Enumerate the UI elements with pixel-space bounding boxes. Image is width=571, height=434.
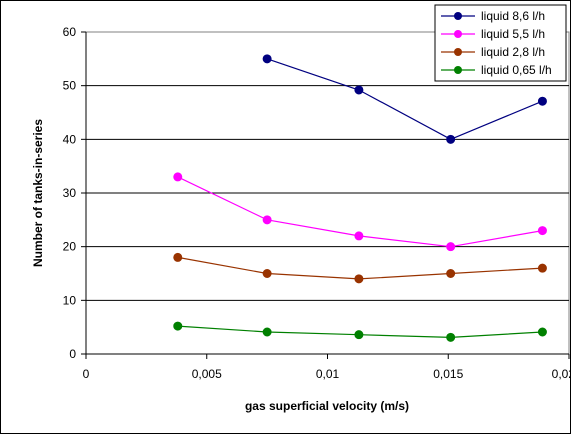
series-2 — [173, 172, 547, 252]
legend-entry-1: liquid 8,6 l/h — [441, 9, 545, 23]
data-point — [537, 327, 547, 337]
data-point — [262, 327, 272, 337]
legend-entry-2: liquid 5,5 l/h — [441, 27, 545, 41]
data-point — [537, 226, 547, 236]
legend-label: liquid 8,6 l/h — [481, 9, 545, 23]
y-tick-label: 30 — [63, 186, 77, 200]
legend-label: liquid 2,8 l/h — [481, 45, 545, 59]
legend: liquid 8,6 l/h liquid 5,5 l/h liquid 2,8 l… — [434, 4, 567, 82]
series-line — [266, 58, 543, 140]
legend-entry-4: liquid 0,65 l/h — [441, 63, 552, 77]
series-layer — [173, 54, 547, 342]
y-axis-title: Number of tanks-in-series — [31, 119, 45, 267]
y-tick-label: 40 — [63, 132, 77, 146]
series-3 — [173, 252, 547, 284]
y-tick-label: 60 — [63, 25, 77, 39]
data-point — [446, 269, 456, 278]
data-point — [262, 54, 272, 64]
data-point — [354, 85, 364, 95]
x-tick-labels: 0 0,005 0,01 0,015 0,02 — [83, 367, 571, 381]
data-point — [446, 134, 456, 144]
y-tick-label: 0 — [69, 347, 76, 361]
data-point — [537, 96, 547, 106]
legend-entry-3: liquid 2,8 l/h — [441, 45, 545, 59]
legend-marker — [454, 66, 462, 74]
data-point — [354, 330, 364, 340]
data-point — [173, 172, 183, 182]
x-tick-label: 0,01 — [316, 367, 340, 381]
legend-marker — [454, 48, 462, 56]
data-point — [262, 215, 272, 225]
legend-marker — [454, 30, 462, 38]
data-point — [262, 269, 272, 278]
series-1 — [262, 54, 547, 144]
data-point — [173, 321, 183, 331]
x-tick-label: 0 — [83, 367, 90, 381]
data-point — [354, 231, 364, 241]
x-tick-label: 0,005 — [192, 367, 222, 381]
y-tick-label: 20 — [63, 240, 77, 254]
x-tick-label: 0,02 — [552, 367, 571, 381]
series-4 — [173, 321, 547, 342]
legend-marker — [454, 12, 462, 20]
x-tick-label: 0,015 — [433, 367, 463, 381]
gridlines — [86, 85, 569, 301]
legend-label: liquid 5,5 l/h — [481, 27, 545, 41]
y-tick-labels: 0 10 20 30 40 50 60 — [63, 25, 77, 361]
data-point — [173, 252, 183, 262]
legend-label: liquid 0,65 l/h — [481, 63, 552, 77]
data-point — [354, 274, 364, 284]
y-tick-label: 50 — [63, 79, 77, 93]
y-tick-label: 10 — [63, 293, 77, 307]
x-axis-title: gas superficial velocity (m/s) — [245, 399, 409, 413]
axes — [81, 31, 570, 359]
data-point — [446, 242, 456, 252]
data-point — [537, 263, 547, 273]
data-point — [446, 332, 456, 342]
